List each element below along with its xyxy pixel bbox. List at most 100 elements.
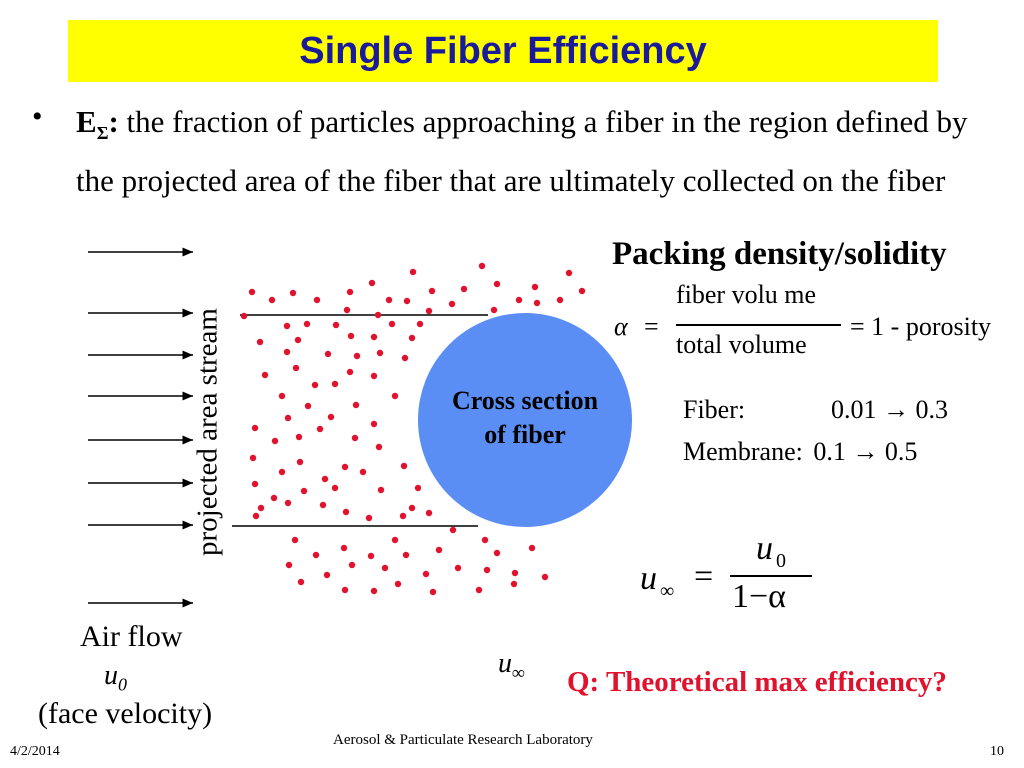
- particle-dot: [341, 463, 349, 471]
- particle-dot: [401, 354, 409, 362]
- particle-dot: [284, 499, 292, 507]
- particle-dot: [340, 544, 348, 552]
- fiber-label: Cross section of fiber: [451, 386, 599, 449]
- particle-dot: [271, 437, 279, 445]
- particle-dot: [311, 381, 319, 389]
- particle-dot: [268, 296, 276, 304]
- membrane-range-row: Membrane: 0.1 → 0.5: [683, 437, 918, 466]
- fiber-cross-section: [418, 313, 632, 527]
- particle-dot: [285, 561, 293, 569]
- particle-dot: [312, 551, 320, 559]
- particle-dot: [435, 546, 443, 554]
- particle-dot: [346, 288, 354, 296]
- particle-dot: [252, 512, 260, 520]
- particle-dot: [316, 425, 324, 433]
- particle-dot: [408, 504, 416, 512]
- particle-dot: [300, 487, 308, 495]
- particle-dot: [394, 580, 402, 588]
- particle-dot: [370, 420, 378, 428]
- particle-dot: [428, 287, 436, 295]
- particle-dot: [381, 564, 389, 572]
- particle-dot: [483, 566, 491, 574]
- particle-dot: [402, 551, 410, 559]
- particle-dot: [295, 433, 303, 441]
- particle-dot: [251, 424, 259, 432]
- particle-dot: [284, 414, 292, 422]
- particle-dot: [256, 338, 264, 346]
- particle-dot: [368, 279, 376, 287]
- particle-dot: [493, 280, 501, 288]
- particle-dot: [377, 486, 385, 494]
- particle-dot: [578, 287, 586, 295]
- particle-dot: [294, 336, 302, 344]
- particle-dot: [359, 468, 367, 476]
- air-flow-label: Air flow: [80, 620, 183, 653]
- particle-dot: [493, 549, 501, 557]
- particle-dot: [370, 333, 378, 341]
- particle-dot: [319, 501, 327, 509]
- particle-dot: [490, 306, 498, 314]
- particle-dot: [289, 289, 297, 297]
- particle-dot: [331, 380, 339, 388]
- particle-dot: [375, 443, 383, 451]
- particle-dot: [449, 526, 457, 534]
- particle-dot: [304, 402, 312, 410]
- footer-lab: Aerosol & Particulate Research Laborator…: [333, 732, 593, 748]
- particle-dot: [515, 296, 523, 304]
- particle-dot: [248, 288, 256, 296]
- particle-dot: [403, 297, 411, 305]
- particle-dot: [283, 348, 291, 356]
- particle-dot: [541, 573, 549, 581]
- particle-dot: [391, 536, 399, 544]
- particle-dot: [283, 322, 291, 330]
- bullet-body: the fraction of particles approaching a …: [76, 104, 968, 199]
- particle-dot: [374, 311, 382, 319]
- particle-dot: [400, 462, 408, 470]
- particle-dot: [292, 364, 300, 372]
- velocity-fraction-bar: [730, 575, 812, 577]
- particle-dot: [261, 371, 269, 379]
- particle-dot: [327, 413, 335, 421]
- particle-dot: [565, 269, 573, 277]
- slide-title: Single Fiber Efficiency: [299, 29, 707, 72]
- particle-dot: [510, 580, 518, 588]
- particle-dot: [370, 587, 378, 595]
- particle-dot: [385, 296, 393, 304]
- particle-dot: [270, 494, 278, 502]
- particle-dot: [291, 536, 299, 544]
- particle-dot: [323, 571, 331, 579]
- particle-dot: [249, 454, 257, 462]
- packing-heading: Packing density/solidity: [612, 236, 947, 272]
- particle-dot: [460, 285, 468, 293]
- particle-dot: [324, 350, 332, 358]
- particle-dot: [425, 509, 433, 517]
- bullet-definition: EΣ: the fraction of particles approachin…: [76, 98, 996, 205]
- particle-dot: [388, 320, 396, 328]
- particle-dot: [454, 564, 462, 572]
- particle-dot: [352, 401, 360, 409]
- particle-dot: [409, 268, 417, 276]
- particle-dot: [347, 332, 355, 340]
- particle-dot: [367, 552, 375, 560]
- particle-dot: [296, 458, 304, 466]
- u-infinity-label: u∞: [498, 648, 525, 683]
- particle-dot: [343, 306, 351, 314]
- particle-dot: [365, 514, 373, 522]
- particle-dot: [556, 296, 564, 304]
- particle-dot: [531, 283, 539, 291]
- particle-dot: [341, 586, 349, 594]
- particle-dot: [353, 352, 361, 360]
- fiber-range-row: Fiber: 0.01 → 0.3: [683, 395, 948, 424]
- particle-dot: [533, 299, 541, 307]
- bullet-marker: •: [32, 100, 43, 133]
- footer-date: 4/2/2014: [10, 744, 60, 759]
- particle-dot: [429, 588, 437, 596]
- bullet-term: EΣ:: [76, 104, 119, 144]
- particle-dot: [376, 349, 384, 357]
- page-number: 10: [990, 744, 1004, 759]
- particle-dot: [448, 300, 456, 308]
- particle-dot: [251, 480, 259, 488]
- particle-dot: [425, 307, 433, 315]
- particle-dot: [391, 392, 399, 400]
